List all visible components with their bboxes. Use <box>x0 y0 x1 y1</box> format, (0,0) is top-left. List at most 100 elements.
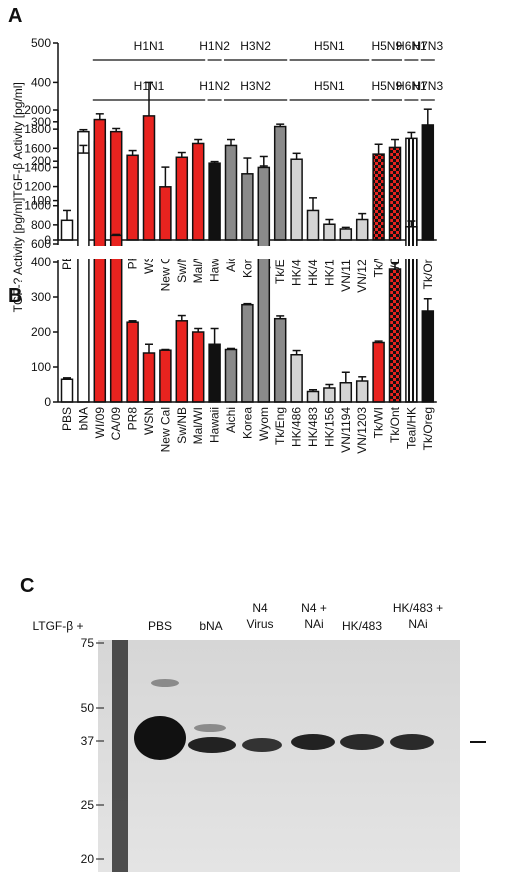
x-tick-label: Mal/WI <box>191 407 205 444</box>
bar <box>126 154 139 241</box>
group-label: H3N2 <box>240 39 271 53</box>
y-tick-label: 400 <box>31 255 51 269</box>
x-tick-label: CA/09 <box>109 407 123 441</box>
y-tick-label: 1200 <box>24 180 51 194</box>
x-tick-label: bNA <box>76 407 90 430</box>
y-tick-label: 500 <box>31 36 51 50</box>
bar <box>273 125 287 241</box>
bar <box>257 166 271 403</box>
x-tick-label: Tk/Oreg <box>421 407 435 450</box>
group-label: H6N1 <box>396 79 427 93</box>
panel-label: B <box>8 285 22 307</box>
marker-label: 25 <box>81 798 95 812</box>
panel-label: C <box>20 575 34 597</box>
bar <box>208 343 221 403</box>
group-label: H5N9 <box>371 39 402 53</box>
bar <box>191 142 205 241</box>
bar <box>421 310 435 403</box>
group-label: H5N9 <box>371 79 402 93</box>
y-tick-label: 1000 <box>24 199 51 213</box>
lane-label: Virus <box>246 617 273 631</box>
lane-label: PBS <box>148 619 172 633</box>
y-tick-label: 1600 <box>24 141 51 155</box>
lane-label: bNA <box>199 619 222 633</box>
x-tick-label: Tk/WI <box>372 407 386 438</box>
y-tick-label: 1800 <box>24 122 51 136</box>
bar <box>159 186 172 241</box>
bar <box>224 348 238 403</box>
x-tick-label: Aichi <box>224 407 238 433</box>
x-tick-label: New Cal <box>158 407 172 452</box>
y-tick-label: 300 <box>31 115 51 129</box>
lane-label: HK/483 + <box>393 601 443 615</box>
group-label: H3N2 <box>240 79 271 93</box>
x-tick-label: Teal/HK <box>404 407 418 449</box>
bar <box>339 228 353 241</box>
bar <box>208 162 221 241</box>
bar <box>142 115 156 241</box>
y-tick-label: 2000 <box>24 103 51 117</box>
y-tick-label: 100 <box>31 360 51 374</box>
x-tick-label: PR8 <box>126 407 140 431</box>
bar <box>372 153 385 241</box>
group-label: H7N3 <box>412 39 443 53</box>
x-tick-label: Hawaii <box>208 407 222 443</box>
y-tick-label: 0 <box>44 233 51 247</box>
marker-label: 37 <box>81 734 95 748</box>
group-label: H1N1 <box>134 79 165 93</box>
bar <box>388 146 402 241</box>
bar <box>339 382 353 403</box>
lane-label: N4 <box>252 601 268 615</box>
bar <box>323 387 336 403</box>
x-tick-label: HK/483 <box>306 407 320 447</box>
x-tick-label: HK/486 <box>290 407 304 447</box>
x-tick-label: Wyom <box>257 407 271 441</box>
bar <box>273 317 287 403</box>
y-tick-label: 0 <box>44 395 51 409</box>
bar <box>323 223 336 241</box>
lane-label: NAi <box>408 617 427 631</box>
x-tick-label: PBS <box>60 407 74 431</box>
lane-label: HK/483 <box>342 619 382 633</box>
group-label: H5N1 <box>314 79 345 93</box>
y-tick-label: 200 <box>31 154 51 168</box>
group-label: H7N3 <box>412 79 443 93</box>
bar <box>60 378 74 403</box>
bar <box>109 130 123 241</box>
bar <box>306 209 320 241</box>
group-label: H1N1 <box>134 39 165 53</box>
bar <box>372 341 385 403</box>
y-axis-label: TGF-β Activity [pg/ml] <box>11 82 25 198</box>
marker-label: 20 <box>81 852 95 866</box>
panel-label: A <box>8 5 22 27</box>
x-tick-label: Korea <box>240 407 254 439</box>
group-label: H5N1 <box>314 39 345 53</box>
bar <box>388 268 402 403</box>
bar <box>290 158 303 241</box>
bar <box>241 303 254 403</box>
bar <box>159 349 172 403</box>
y-tick-label: 800 <box>31 218 51 232</box>
y-tick-label: 1400 <box>24 160 51 174</box>
bar <box>355 380 369 403</box>
bar <box>241 173 254 241</box>
marker-label: 75 <box>81 636 95 650</box>
bar <box>175 156 189 241</box>
x-tick-label: Sw/NB <box>175 407 189 444</box>
y-tick-label: 100 <box>31 194 51 208</box>
bar <box>290 354 303 403</box>
y-tick-label: 200 <box>31 325 51 339</box>
lane-label: LTGF-β + <box>32 619 83 633</box>
x-tick-label: WSN <box>142 407 156 435</box>
bar <box>93 118 107 403</box>
group-label: H6N1 <box>396 39 427 53</box>
marker-label: 50 <box>81 701 95 715</box>
bar <box>224 144 238 241</box>
x-tick-label: Tk/Eng <box>273 407 287 445</box>
y-tick-label: 400 <box>31 75 51 89</box>
bar <box>421 124 435 241</box>
x-tick-label: HK/156 <box>322 407 336 447</box>
bar <box>355 218 369 241</box>
